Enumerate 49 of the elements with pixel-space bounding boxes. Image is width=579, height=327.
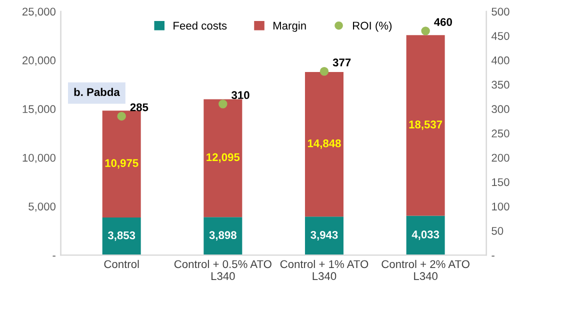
y2-tick-label: 500 xyxy=(492,8,510,16)
y2-tick-label: 350 xyxy=(492,80,510,89)
bar xyxy=(304,216,344,256)
point xyxy=(218,100,228,108)
data-label: 3,943 xyxy=(310,230,338,240)
y-tick-label: 5,000 xyxy=(28,202,56,212)
y-tick-label: 15,000 xyxy=(22,105,56,114)
data-label: 3,898 xyxy=(209,231,236,241)
legend-label: Margin xyxy=(274,21,306,32)
y2-tick-label: 50 xyxy=(492,226,504,235)
data-label: 4,033 xyxy=(412,230,440,240)
point xyxy=(320,67,329,76)
data-label: 310 xyxy=(232,91,250,100)
bar xyxy=(304,72,344,217)
bar xyxy=(204,217,242,256)
y2-tick-label: 200 xyxy=(492,154,510,162)
y2-tick-label: 250 xyxy=(492,130,510,138)
x-tick-label: Control xyxy=(104,260,139,268)
x-tick-label: Control + 0.5% ATO L340 xyxy=(174,260,272,280)
x-tick-label: Control + 1% ATO L340 xyxy=(280,260,368,280)
data-label: 14,848 xyxy=(308,139,341,149)
legend-label: ROI (%) xyxy=(353,21,392,32)
point xyxy=(421,26,430,36)
data-label: 18,537 xyxy=(409,120,442,130)
y-tick-label: - xyxy=(52,256,56,257)
y2-tick-label: 450 xyxy=(491,32,510,40)
data-label: 285 xyxy=(130,103,148,112)
y-tick-label: 25,000 xyxy=(22,8,56,17)
data-label: 10,975 xyxy=(105,159,138,169)
x-tick-label: Control + 2% ATO L340 xyxy=(382,260,470,280)
data-label: 3,853 xyxy=(108,231,136,241)
data-label: 377 xyxy=(332,58,351,66)
y2-tick-label: 150 xyxy=(492,178,510,186)
bar xyxy=(102,218,141,256)
y2-tick-label: 400 xyxy=(491,56,510,64)
bar xyxy=(102,110,141,218)
y-tick-label: 20,000 xyxy=(22,56,56,66)
y2-tick-label: 300 xyxy=(492,105,510,114)
y2-tick-label: - xyxy=(492,256,494,257)
bar xyxy=(204,99,242,218)
y-tick-label: 10,000 xyxy=(22,154,56,164)
data-label: 460 xyxy=(434,18,452,26)
bar xyxy=(406,216,445,256)
legend-label: Feed costs xyxy=(174,21,227,30)
bar xyxy=(406,35,445,216)
annotation: b. Pabda xyxy=(74,88,120,96)
point xyxy=(117,112,126,121)
data-label: 12,095 xyxy=(206,153,240,163)
y2-tick-label: 100 xyxy=(492,202,510,210)
